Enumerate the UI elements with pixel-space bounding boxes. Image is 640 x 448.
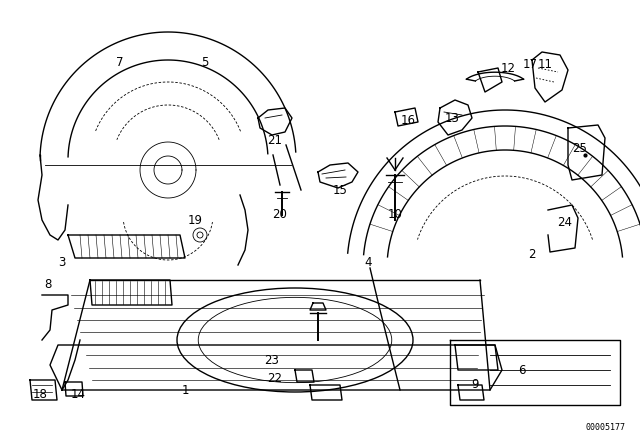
Text: 4: 4: [364, 255, 372, 268]
Text: 6: 6: [518, 363, 525, 376]
Text: 00005177: 00005177: [585, 423, 625, 432]
Text: 24: 24: [557, 215, 573, 228]
Text: 12: 12: [500, 61, 515, 74]
Text: 13: 13: [445, 112, 460, 125]
Text: 19: 19: [188, 214, 202, 227]
Text: 15: 15: [333, 184, 348, 197]
Text: 18: 18: [33, 388, 47, 401]
Text: 10: 10: [388, 208, 403, 221]
Text: 9: 9: [471, 379, 479, 392]
Text: 1: 1: [181, 383, 189, 396]
Text: 2: 2: [528, 249, 536, 262]
Text: 3: 3: [58, 255, 66, 268]
Text: 20: 20: [273, 208, 287, 221]
Text: 5: 5: [202, 56, 209, 69]
Text: 8: 8: [44, 279, 52, 292]
Text: 21: 21: [268, 134, 282, 146]
Text: 25: 25: [573, 142, 588, 155]
Text: 11: 11: [538, 59, 552, 72]
Text: 17: 17: [522, 59, 538, 72]
Text: 14: 14: [70, 388, 86, 401]
Text: 22: 22: [268, 371, 282, 384]
Text: 7: 7: [116, 56, 124, 69]
Text: 23: 23: [264, 353, 280, 366]
Text: 16: 16: [401, 113, 415, 126]
